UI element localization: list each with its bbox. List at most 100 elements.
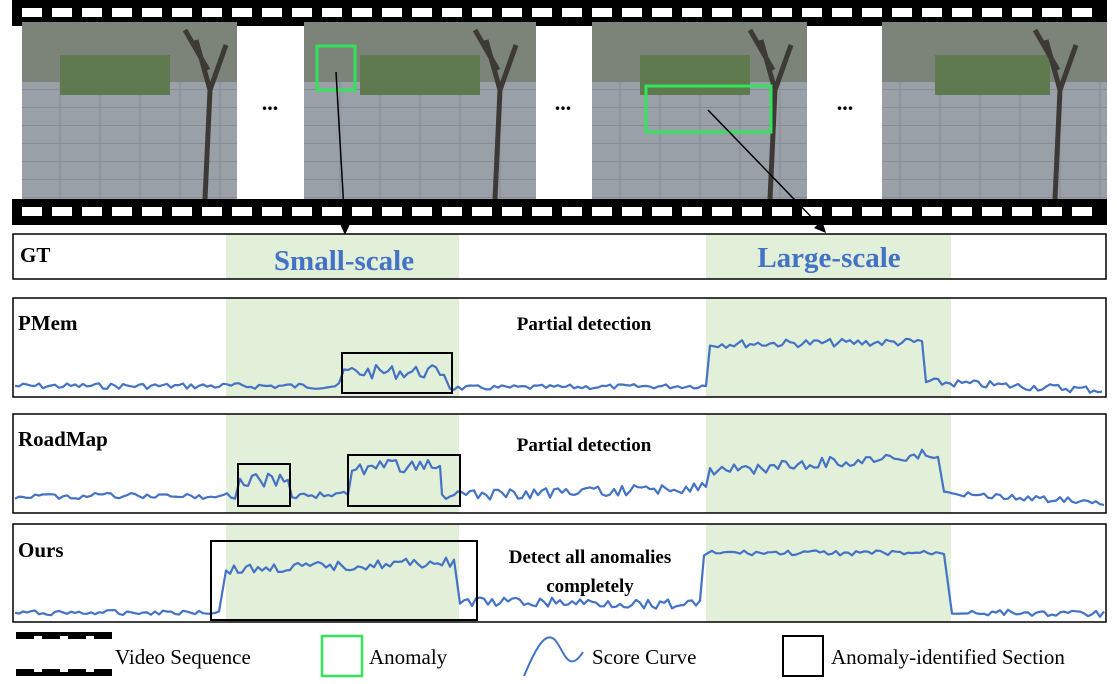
score-curve-legend-icon — [523, 636, 584, 677]
sprocket-hole — [142, 8, 162, 17]
sprocket-hole — [562, 207, 582, 216]
sprocket-hole — [382, 207, 402, 216]
ellipsis-1: ... — [262, 90, 279, 115]
sprocket-hole — [622, 8, 642, 17]
legend-video-sequence: Video Sequence — [115, 645, 251, 669]
roadmap-label: RoadMap — [18, 427, 108, 451]
video-frame-2 — [304, 22, 536, 200]
sprocket-hole — [892, 8, 912, 17]
sprocket-hole — [502, 207, 522, 216]
film-sprockets — [22, 8, 1092, 216]
sprocket-hole — [1012, 207, 1032, 216]
roadmap-score-curve — [14, 448, 1105, 506]
legend-score-curve: Score Curve — [592, 645, 696, 669]
pmem-annotation: Partial detection — [517, 314, 652, 335]
roadmap-annotation: Partial detection — [517, 435, 652, 456]
sprocket-hole — [262, 207, 282, 216]
video-frame-3 — [592, 22, 807, 200]
sprocket-hole — [832, 8, 852, 17]
small-scale-label: Small-scale — [274, 245, 414, 277]
sprocket-hole — [682, 8, 702, 17]
sprocket-hole — [1072, 207, 1092, 216]
sprocket-hole — [802, 207, 822, 216]
arrow-small — [335, 71, 346, 229]
sprocket-hole — [772, 8, 792, 17]
video-frame-1 — [22, 22, 237, 200]
video-frame-4 — [882, 22, 1107, 200]
sprocket-hole — [382, 8, 402, 17]
sprocket-hole — [202, 207, 222, 216]
sprocket-hole — [562, 8, 582, 17]
sprocket-hole — [592, 8, 612, 17]
sprocket-hole — [172, 8, 192, 17]
sprocket-hole — [622, 207, 642, 216]
sprocket-hole — [172, 207, 192, 216]
roadmap-panel: RoadMap Partial detection — [12, 413, 1107, 514]
sprocket-hole — [232, 207, 252, 216]
sprocket-hole — [742, 207, 762, 216]
sprocket-hole — [532, 8, 552, 17]
sprocket-hole — [472, 8, 492, 17]
gt-band-small — [226, 234, 459, 279]
sprocket-hole — [52, 207, 72, 216]
film-strip: ... ... ... — [12, 0, 1107, 225]
sprocket-hole — [262, 8, 282, 17]
sprocket-hole — [82, 8, 102, 17]
sprocket-hole — [502, 8, 522, 17]
sprocket-hole — [922, 8, 942, 17]
sprocket-hole — [82, 207, 102, 216]
ours-label: Ours — [18, 538, 64, 562]
sprocket-hole — [442, 8, 462, 17]
gt-label: GT — [20, 243, 50, 267]
sprocket-hole — [1012, 8, 1032, 17]
ellipsis-3: ... — [837, 90, 854, 115]
legend-anomaly: Anomaly — [369, 645, 448, 669]
sprocket-hole — [412, 8, 432, 17]
sprocket-hole — [292, 8, 312, 17]
ours-annotation-line-1: Detect all anomalies — [509, 547, 672, 568]
sprocket-hole — [112, 207, 132, 216]
sprocket-hole — [322, 8, 342, 17]
sprocket-hole — [982, 207, 1002, 216]
sprocket-hole — [22, 8, 42, 17]
sprocket-hole — [202, 8, 222, 17]
sprocket-hole — [802, 8, 822, 17]
gt-panel: GT Small-scale Large-scale — [12, 233, 1107, 280]
legend: Video Sequence Anomaly Score Curve Anoma… — [16, 632, 1065, 678]
sprocket-hole — [532, 207, 552, 216]
sprocket-hole — [952, 207, 972, 216]
ours-section-box — [210, 540, 478, 621]
sprocket-hole — [472, 207, 492, 216]
sprocket-hole — [1072, 8, 1092, 17]
sprocket-hole — [412, 207, 432, 216]
sprocket-hole — [442, 207, 462, 216]
sprocket-hole — [1042, 8, 1062, 17]
anomaly-box-large — [644, 84, 773, 134]
sprocket-hole — [52, 8, 72, 17]
sprocket-hole — [922, 207, 942, 216]
video-sequence-legend-icon — [16, 632, 112, 676]
sprocket-hole — [772, 207, 792, 216]
sprocket-hole — [352, 207, 372, 216]
ours-score-curve — [14, 549, 1105, 618]
sprocket-hole — [682, 207, 702, 216]
sprocket-hole — [112, 8, 132, 17]
sprocket-hole — [862, 8, 882, 17]
arrow-large — [707, 109, 821, 227]
sprocket-hole — [742, 8, 762, 17]
sprocket-hole — [712, 207, 732, 216]
roadmap-section-box-2 — [347, 454, 461, 507]
anomaly-legend-icon — [320, 634, 364, 678]
sprocket-hole — [142, 207, 162, 216]
legend-section: Anomaly-identified Section — [831, 645, 1065, 669]
sprocket-hole — [22, 207, 42, 216]
sprocket-hole — [712, 8, 732, 17]
sprocket-hole — [592, 207, 612, 216]
sprocket-hole — [892, 207, 912, 216]
sprocket-hole — [982, 8, 1002, 17]
connector-arrows — [335, 71, 826, 235]
ours-panel: Ours Detect all anomalies completely — [12, 523, 1107, 623]
sprocket-hole — [292, 207, 312, 216]
large-scale-label: Large-scale — [757, 242, 900, 274]
